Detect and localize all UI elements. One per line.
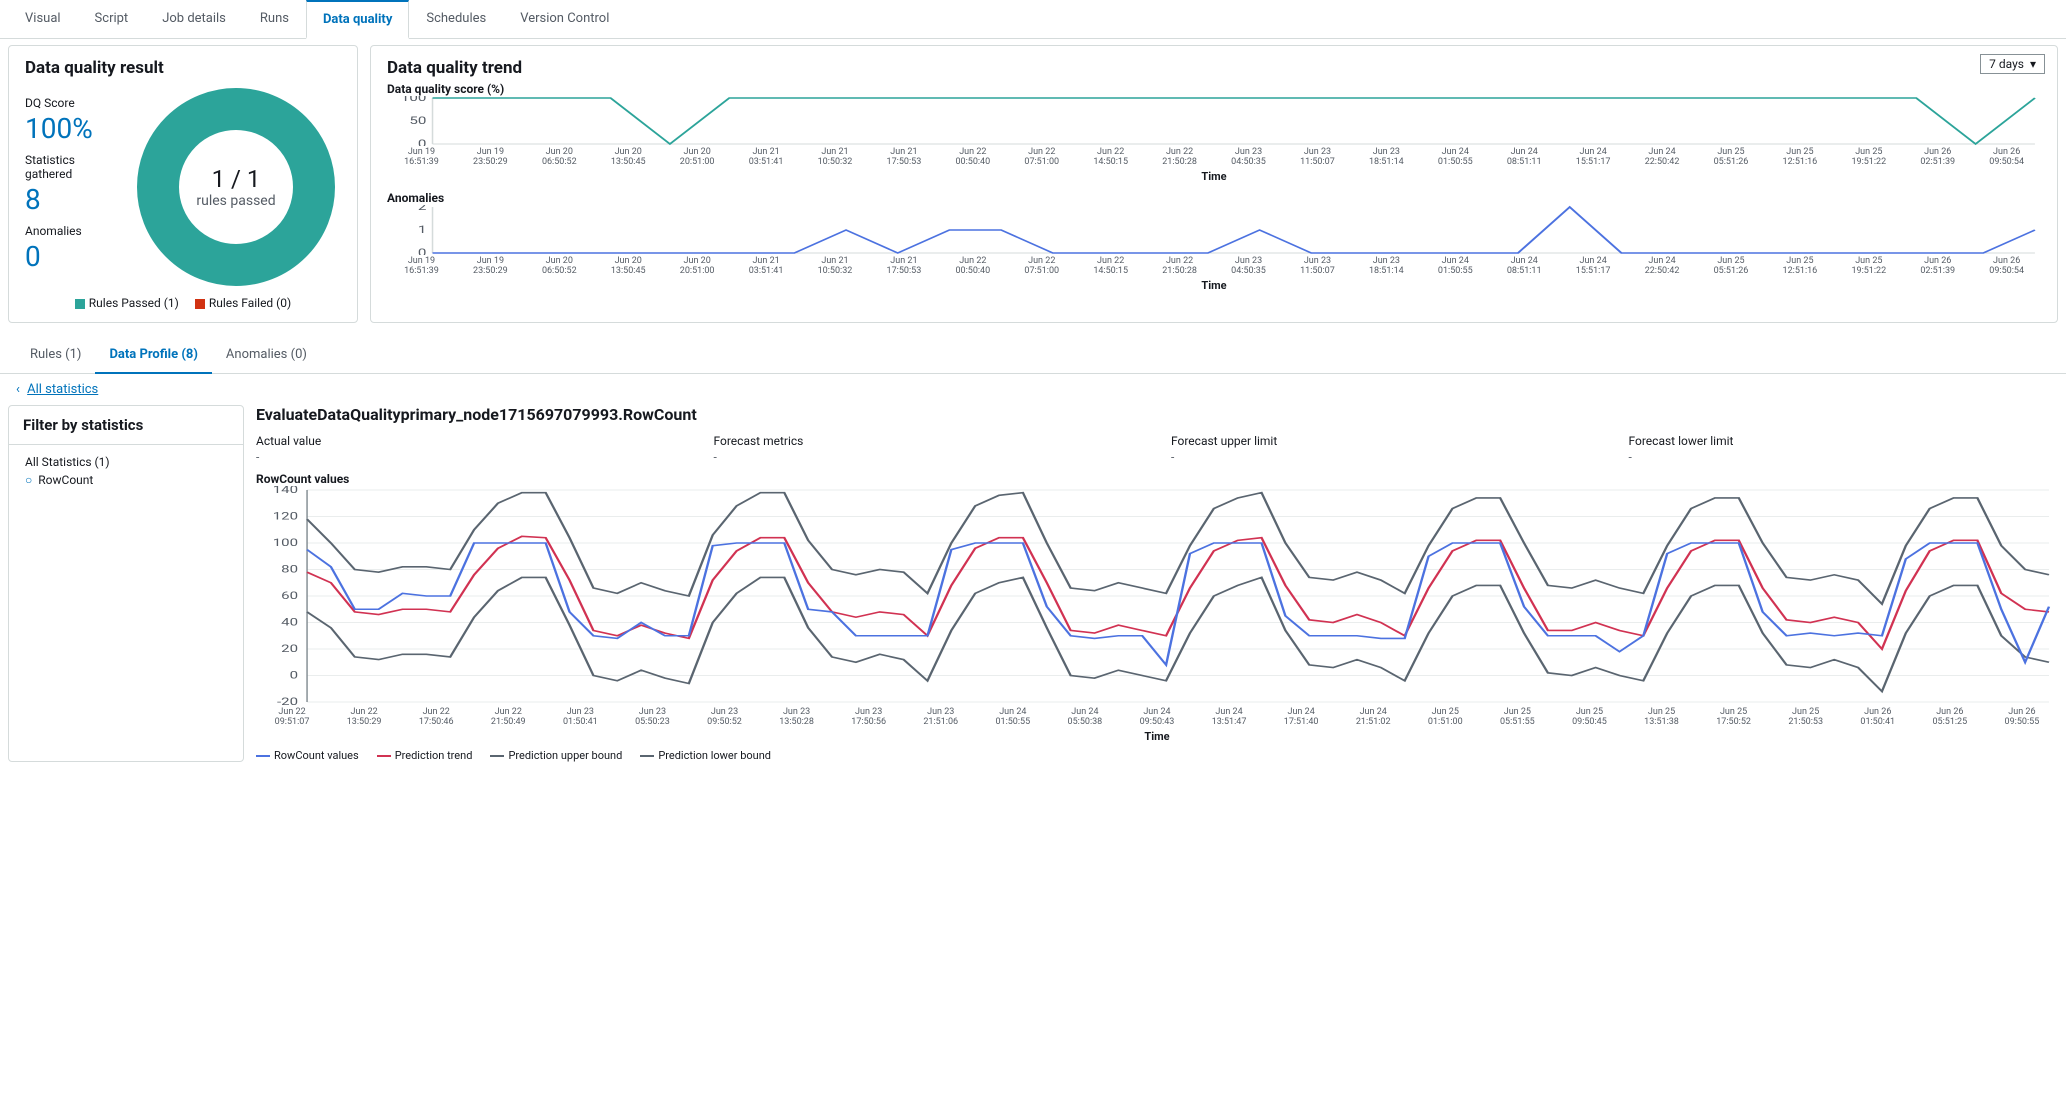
dq-result-panel: Data quality result DQ Score 100% Statisti… — [8, 45, 358, 323]
svg-text:0: 0 — [418, 138, 427, 146]
tab-script[interactable]: Script — [78, 0, 146, 38]
rowcount-chart-title: RowCount values — [256, 472, 2058, 486]
tab-version-control[interactable]: Version Control — [503, 0, 626, 38]
svg-text:50: 50 — [409, 115, 426, 127]
svg-text:100: 100 — [401, 96, 427, 104]
legend-item: Rules Failed (0) — [195, 296, 291, 310]
anomaly-chart: 210Jun 19 16:51:39Jun 19 23:50:29Jun 20 … — [387, 205, 2041, 292]
dq-stats: DQ Score 100% Statistics gathered8 Anomalie… — [25, 82, 119, 292]
svg-text:60: 60 — [281, 590, 298, 602]
dq-result-title: Data quality result — [25, 58, 341, 78]
score-chart-title: Data quality score (%) — [387, 82, 2041, 96]
all-statistics-link[interactable]: All statistics — [27, 382, 98, 397]
chevron-down-icon: ▾ — [2030, 57, 2036, 71]
filter-item-rowcount[interactable]: RowCount — [25, 471, 227, 489]
svg-text:2: 2 — [418, 205, 427, 213]
metric: Forecast lower limit- — [1629, 434, 2059, 464]
stat-label: DQ Score — [25, 96, 119, 110]
legend-item: Prediction lower bound — [640, 749, 771, 762]
metric: Actual value- — [256, 434, 686, 464]
back-link-row: ‹ All statistics — [0, 374, 2066, 405]
svg-text:1: 1 — [418, 224, 427, 236]
rowcount-legend: RowCount values Prediction trend Predictio… — [256, 749, 2058, 762]
donut-sub: rules passed — [196, 193, 275, 209]
stat-value: 8 — [25, 183, 119, 216]
svg-text:0: 0 — [418, 247, 427, 255]
time-range-select[interactable]: 7 days ▾ — [1980, 54, 2045, 74]
filter-group[interactable]: All Statistics (1) — [25, 453, 227, 471]
filter-title: Filter by statistics — [9, 406, 243, 445]
tab-data-quality[interactable]: Data quality — [306, 0, 409, 39]
stat-value: 0 — [25, 240, 119, 273]
detail-panel: EvaluateDataQualityprimary_node171569707… — [256, 405, 2058, 762]
tab-runs[interactable]: Runs — [243, 0, 306, 38]
svg-text:-20: -20 — [277, 696, 298, 706]
legend-item: Rules Passed (1) — [75, 296, 179, 310]
tab-visual[interactable]: Visual — [8, 0, 78, 38]
svg-text:140: 140 — [273, 486, 298, 496]
metrics-row: Actual value- Forecast metrics- Forecast u… — [256, 434, 2058, 464]
metric: Forecast upper limit- — [1171, 434, 1601, 464]
time-range-value: 7 days — [1989, 57, 2024, 71]
stat-label: Anomalies — [25, 224, 119, 238]
legend-item: Prediction trend — [377, 749, 473, 762]
svg-text:100: 100 — [273, 537, 298, 549]
legend-item: Prediction upper bound — [490, 749, 622, 762]
legend-item: RowCount values — [256, 749, 359, 762]
subtab-rules[interactable]: Rules (1) — [16, 337, 95, 373]
stat-label: Statistics gathered — [25, 153, 119, 181]
top-tabs: VisualScriptJob detailsRunsData qualityS… — [0, 0, 2066, 39]
dq-trend-title: Data quality trend — [387, 58, 2041, 78]
stat-value: 100% — [25, 112, 119, 145]
svg-text:80: 80 — [281, 564, 298, 576]
dq-donut: 1 / 1 rules passed — [131, 82, 341, 292]
filter-panel: Filter by statistics All Statistics (1) … — [8, 405, 244, 762]
donut-ratio: 1 / 1 — [212, 165, 261, 193]
score-chart: 100500Jun 19 16:51:39Jun 19 23:50:29Jun … — [387, 96, 2041, 183]
dq-trend-panel: Data quality trend 7 days ▾ Data quality… — [370, 45, 2058, 323]
donut-legend: Rules Passed (1) Rules Failed (0) — [25, 296, 341, 310]
sub-tabs: Rules (1)Data Profile (8)Anomalies (0) — [0, 337, 2066, 374]
svg-text:20: 20 — [281, 643, 298, 655]
tab-job-details[interactable]: Job details — [145, 0, 243, 38]
subtab-data[interactable]: Data Profile (8) — [95, 337, 211, 374]
anomaly-chart-title: Anomalies — [387, 191, 2041, 205]
svg-text:0: 0 — [290, 670, 298, 682]
chevron-left-icon: ‹ — [16, 382, 20, 397]
subtab-anomalies[interactable]: Anomalies (0) — [212, 337, 321, 373]
tab-schedules[interactable]: Schedules — [409, 0, 503, 38]
detail-title: EvaluateDataQualityprimary_node171569707… — [256, 405, 2058, 424]
metric: Forecast metrics- — [714, 434, 1144, 464]
svg-text:120: 120 — [273, 511, 298, 523]
svg-text:40: 40 — [281, 617, 298, 629]
rowcount-chart: 140120100806040200-20Jun 22 09:51:07Jun … — [256, 486, 2058, 743]
